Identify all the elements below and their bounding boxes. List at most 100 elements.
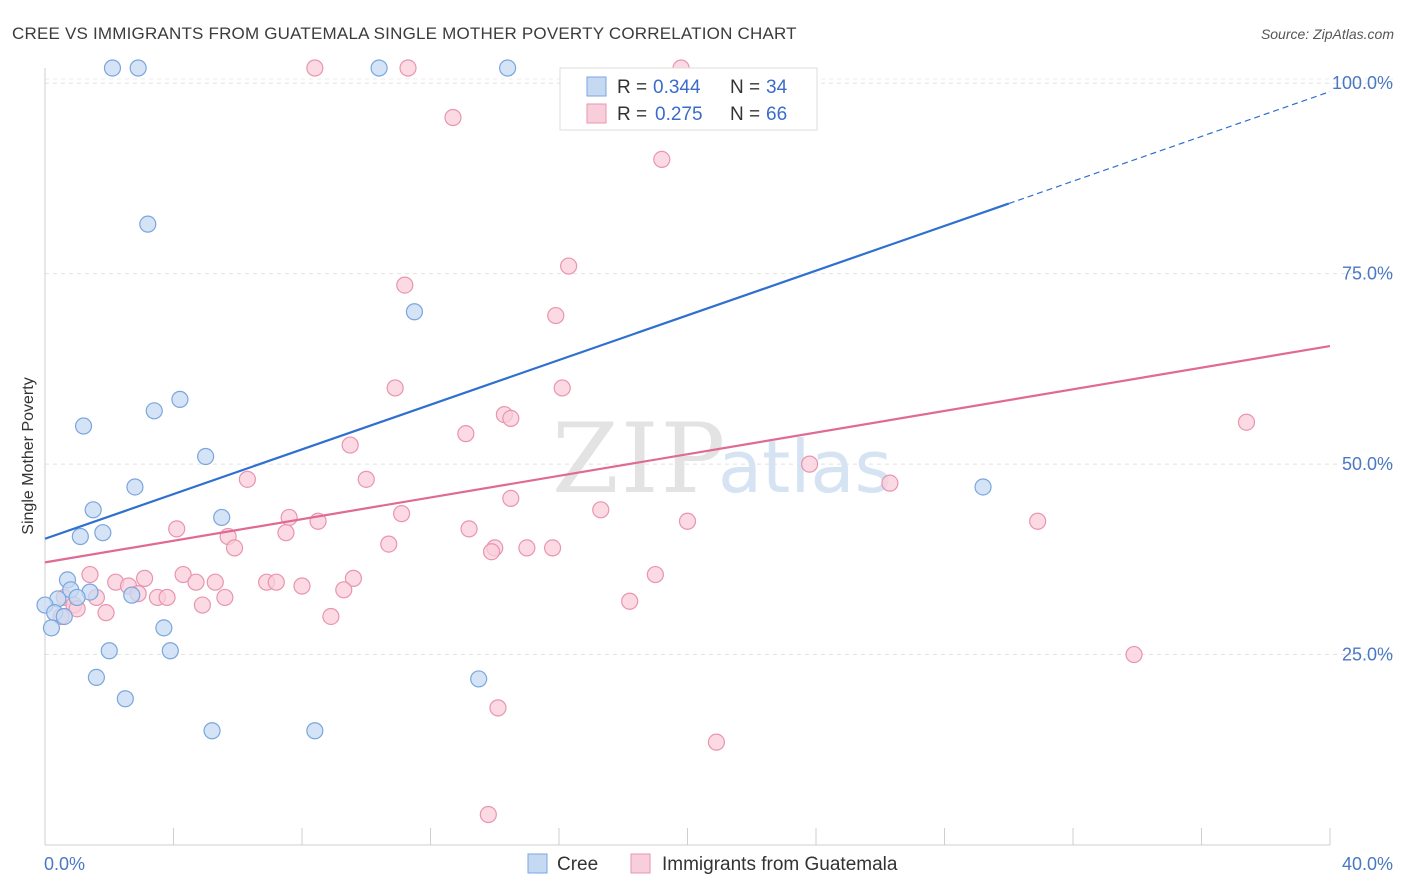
legend-swatch-guatemala [586, 103, 607, 124]
point-guatemala [158, 588, 176, 607]
point-guatemala [380, 535, 398, 553]
watermark: ZIP atlas [552, 403, 892, 515]
point-guatemala [502, 409, 520, 428]
point-guatemala [482, 543, 501, 561]
x-tick-label-max: 40.0% [1342, 854, 1393, 874]
point-guatemala [881, 474, 899, 492]
point-guatemala [399, 59, 417, 77]
legend-n-value-cree: 34 [766, 77, 788, 98]
point-cree [71, 527, 89, 546]
legend-swatch-cree [586, 76, 607, 97]
point-cree [55, 607, 73, 626]
point-guatemala [1237, 413, 1256, 431]
point-cree [94, 524, 112, 542]
point-cree [87, 668, 106, 687]
trend-line-cree [44, 202, 1010, 540]
point-guatemala [457, 425, 475, 443]
point-cree [68, 588, 86, 607]
point-cree [161, 642, 179, 660]
point-cree [100, 642, 118, 660]
point-guatemala [800, 455, 819, 473]
watermark-zip: ZIP [552, 403, 727, 515]
legend-r-label-guatemala: R = [617, 104, 647, 125]
point-guatemala [135, 569, 154, 587]
x-tick-marks [44, 828, 1331, 845]
point-guatemala [97, 604, 115, 622]
point-cree [370, 59, 388, 77]
point-guatemala [322, 607, 340, 626]
point-cree [103, 59, 122, 77]
point-cree [84, 501, 102, 519]
point-guatemala [306, 59, 324, 77]
point-guatemala [267, 573, 285, 591]
legend-n-value-guatemala: 66 [766, 104, 787, 125]
point-guatemala [392, 505, 411, 523]
point-cree [42, 619, 61, 637]
point-guatemala [707, 733, 726, 751]
point-cree [470, 670, 488, 688]
point-guatemala [621, 592, 639, 610]
point-guatemala [1125, 645, 1143, 664]
legend-r-value-cree: 0.344 [653, 77, 701, 98]
y-axis-label: Single Mother Poverty [20, 377, 37, 534]
legend-n-label-guatemala: N = [730, 104, 760, 125]
legend-r-value-guatemala: 0.275 [655, 104, 703, 125]
legend-box: R = 0.344 N = 34 R = 0.275 N = 66 [559, 67, 818, 131]
point-guatemala [646, 565, 664, 584]
gridlines [45, 78, 1393, 656]
point-guatemala [489, 699, 507, 717]
point-cree [126, 478, 144, 496]
point-guatemala [335, 581, 353, 599]
point-cree [405, 303, 424, 321]
point-guatemala [1029, 512, 1047, 530]
point-cree [74, 417, 93, 435]
point-guatemala [277, 524, 295, 542]
point-guatemala [560, 257, 578, 275]
y-tick-label-100: 100.0% [1332, 73, 1393, 93]
bottom-legend-label-cree: Cree [557, 854, 598, 875]
point-guatemala [386, 379, 404, 397]
series-cree-points [36, 59, 992, 740]
point-guatemala [216, 588, 234, 607]
point-guatemala [193, 596, 212, 614]
point-guatemala [293, 577, 311, 595]
point-guatemala [518, 539, 536, 557]
point-guatemala [225, 539, 244, 557]
point-cree [203, 722, 221, 740]
chart-title: CREE VS IMMIGRANTS FROM GUATEMALA SINGLE… [12, 24, 797, 43]
point-cree [213, 508, 231, 527]
y-tick-label-25: 25.0% [1342, 645, 1393, 665]
y-tick-label-75: 75.0% [1342, 264, 1393, 284]
point-cree [116, 690, 134, 708]
point-guatemala [357, 470, 375, 488]
y-tick-label-50: 50.0% [1342, 454, 1393, 474]
point-guatemala [543, 539, 562, 557]
point-cree [306, 722, 324, 740]
point-cree [974, 478, 992, 496]
point-guatemala [502, 489, 520, 507]
bottom-legend-swatch-cree [527, 853, 548, 874]
point-guatemala [168, 520, 186, 538]
point-guatemala [444, 108, 462, 127]
point-guatemala [396, 276, 414, 294]
point-cree [129, 59, 147, 77]
point-guatemala [174, 565, 192, 584]
trend-line-guatemala [44, 344, 1331, 564]
point-guatemala [341, 436, 359, 454]
point-cree [171, 390, 189, 408]
point-guatemala [344, 569, 362, 587]
y-tick-labels: 25.0% 50.0% 75.0% 100.0% [1332, 73, 1393, 664]
point-guatemala [678, 512, 697, 530]
point-guatemala [238, 470, 256, 488]
point-cree [197, 447, 215, 466]
point-guatemala [479, 805, 497, 824]
bottom-legend-label-guatemala: Immigrants from Guatemala [662, 854, 898, 875]
trend-line-cree-extension [1008, 91, 1331, 205]
chart-source: Source: ZipAtlas.com [1261, 26, 1394, 42]
point-cree [155, 619, 173, 637]
point-cree [123, 586, 141, 604]
point-guatemala [187, 573, 205, 591]
point-cree [145, 402, 163, 420]
point-guatemala [553, 379, 571, 397]
